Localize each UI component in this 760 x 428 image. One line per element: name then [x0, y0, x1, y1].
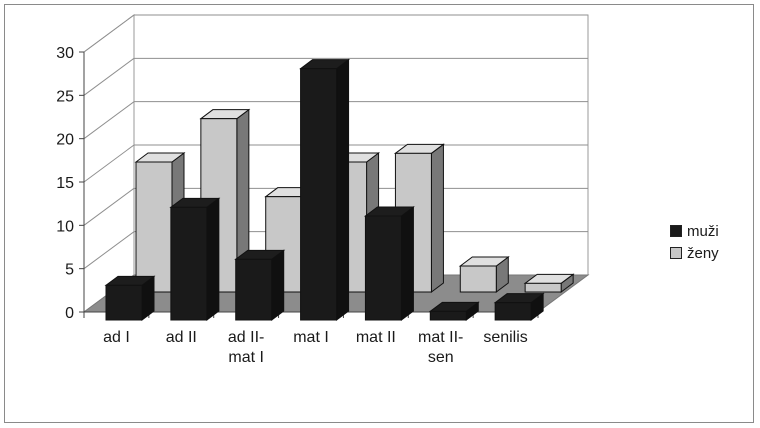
bar-zeny-side [430, 143, 444, 293]
y-tick-label: 0 [65, 305, 74, 322]
legend-swatch-zeny [670, 247, 682, 259]
y-tick-label: 5 [65, 262, 74, 279]
x-tick-label: senilis [483, 329, 527, 346]
x-tick-label: mat I [293, 329, 329, 346]
gridline-side [83, 187, 135, 226]
bar-muzi [300, 68, 338, 321]
x-tick-label: mat II-sen [418, 329, 463, 366]
bar-muzi [429, 310, 467, 321]
legend-label-muzi: muži [687, 222, 719, 240]
x-tick-label: ad II [166, 329, 197, 346]
bar-muzi [170, 206, 208, 321]
legend-swatch-muzi [670, 225, 682, 237]
legend-item-muzi: muži [670, 220, 719, 242]
bar-zeny [135, 161, 173, 293]
bar-muzi-side [400, 206, 414, 321]
bar-muzi [364, 215, 402, 321]
y-tick-label: 15 [56, 175, 74, 192]
bar-muzi [494, 302, 532, 321]
x-tick-label: mat II [356, 329, 396, 346]
bar-muzi [235, 258, 273, 321]
gridline-side [83, 231, 135, 270]
legend-label-zeny: ženy [687, 244, 719, 262]
legend-item-zeny: ženy [670, 242, 719, 264]
x-tick-label: ad I [103, 329, 130, 346]
gridline-side [83, 14, 135, 53]
y-tick-label: 25 [56, 88, 74, 105]
bar-zeny [459, 265, 497, 293]
bar-muzi-side [271, 249, 285, 321]
bar-zeny [524, 282, 562, 293]
bar-muzi [105, 284, 143, 321]
bar-muzi-side [206, 197, 220, 321]
x-tick-label: ad II-mat I [228, 329, 264, 366]
gridline-side [83, 57, 135, 96]
legend: muži ženy [670, 220, 719, 264]
gridline-side [83, 101, 135, 140]
bar-muzi-side [336, 58, 350, 321]
y-tick-label: 10 [56, 218, 74, 235]
y-tick-label: 20 [56, 132, 74, 149]
gridline-side [83, 144, 135, 183]
y-tick-label: 30 [56, 45, 74, 62]
